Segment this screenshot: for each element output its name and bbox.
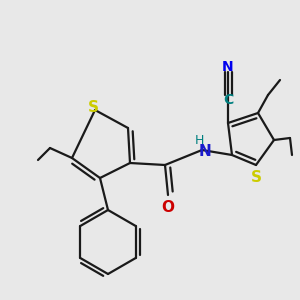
Text: C: C	[223, 93, 233, 107]
Text: N: N	[199, 145, 212, 160]
Text: H: H	[194, 134, 204, 146]
Text: S: S	[88, 100, 98, 116]
Text: N: N	[222, 60, 234, 74]
Text: O: O	[161, 200, 175, 214]
Text: S: S	[250, 169, 262, 184]
